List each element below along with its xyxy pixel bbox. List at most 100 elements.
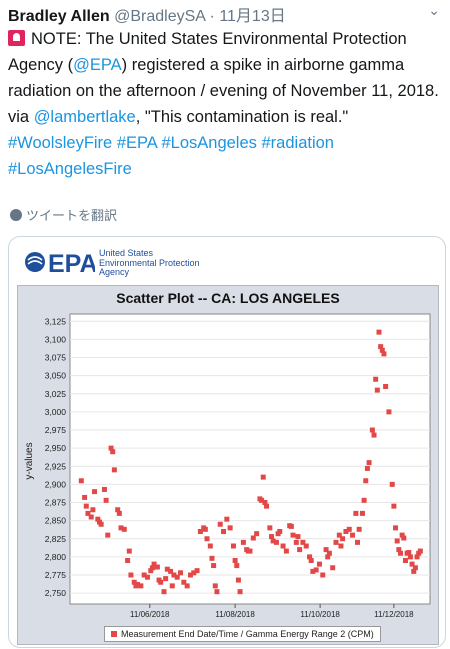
y-tick-label: 2,775 [45, 570, 67, 580]
chart-title: Scatter Plot -- CA: LOS ANGELES [116, 290, 340, 306]
data-point [83, 503, 89, 509]
hashtag[interactable]: #LosAngeles [161, 134, 257, 152]
separator: · [209, 8, 215, 25]
data-point [267, 525, 273, 531]
data-point [110, 449, 116, 455]
data-point [273, 539, 279, 545]
data-point [310, 568, 316, 574]
data-point [209, 555, 215, 561]
data-point [295, 534, 301, 540]
y-tick-label: 2,875 [45, 498, 67, 508]
data-point [262, 500, 268, 505]
data-point [280, 543, 286, 549]
data-point [161, 589, 167, 595]
data-point [131, 579, 137, 585]
y-tick-label: 3,100 [45, 334, 67, 344]
data-point [353, 510, 359, 516]
data-point [204, 536, 210, 542]
tweet-text-part: , "This contamination is real." [135, 108, 349, 126]
y-tick-label: 2,925 [45, 461, 67, 471]
data-point [214, 589, 220, 595]
data-point [359, 510, 365, 516]
data-point [171, 572, 177, 578]
tweet-header: Bradley Allen @BradleySA · 11月13日 [8, 2, 442, 25]
siren-icon [8, 30, 25, 46]
mention-epa[interactable]: @EPA [73, 56, 122, 74]
data-point [158, 579, 164, 585]
data-point [224, 516, 230, 522]
data-point [101, 486, 107, 492]
data-point [115, 507, 121, 513]
hashtag[interactable]: #WoolsleyFire [8, 134, 113, 152]
data-point [116, 510, 122, 516]
media-card[interactable]: EPA United States Environmental Protecti… [8, 236, 446, 648]
data-point [386, 409, 392, 415]
data-point [290, 532, 296, 538]
y-tick-label: 3,075 [45, 353, 67, 363]
author-name[interactable]: Bradley Allen [8, 8, 110, 25]
hashtag[interactable]: #radiation [261, 134, 334, 152]
mention-lambertlake[interactable]: @lambertlake [33, 108, 136, 126]
hashtag[interactable]: #EPA [116, 134, 157, 152]
data-point [103, 497, 109, 503]
y-tick-label: 3,125 [45, 316, 67, 326]
data-point [417, 548, 423, 554]
tweet-text-part: NOTE: The United States Environmental Pr… [8, 30, 407, 74]
logo-text: EPA [48, 250, 95, 277]
data-point [250, 535, 256, 541]
data-point [125, 558, 131, 563]
data-point [316, 561, 322, 567]
data-point [333, 539, 339, 545]
chart-legend: Measurement End Date/Time / Gamma Energy… [104, 626, 381, 642]
epa-logo-icon: EPA [25, 250, 95, 277]
data-point [269, 534, 274, 540]
data-point [350, 532, 356, 538]
data-point [148, 568, 154, 574]
data-point [346, 526, 352, 532]
data-point [90, 507, 96, 513]
data-point [343, 529, 349, 534]
data-point [383, 384, 389, 389]
data-point [378, 344, 384, 350]
logo-subtitle-line: Environmental Protection [99, 257, 200, 268]
data-point [391, 503, 397, 509]
data-point [235, 577, 241, 583]
data-point [121, 526, 127, 532]
data-point [230, 543, 236, 549]
tweet-date[interactable]: 11月13日 [219, 8, 286, 25]
data-point [364, 465, 370, 471]
data-point [88, 514, 94, 520]
data-point [118, 525, 124, 531]
y-tick-label: 2,900 [45, 479, 67, 489]
data-point [217, 521, 223, 527]
data-point [221, 529, 227, 534]
data-point [389, 481, 395, 487]
data-point [330, 565, 336, 571]
y-tick-label: 2,850 [45, 516, 67, 526]
data-point [406, 550, 412, 556]
chevron-down-icon[interactable]: ⌄ [428, 2, 440, 18]
translate-link[interactable]: ツイートを翻訳 [10, 205, 117, 224]
data-point [82, 494, 88, 500]
data-point [144, 574, 150, 580]
data-point [297, 547, 303, 553]
data-point [191, 570, 197, 576]
data-point [300, 539, 306, 545]
data-point [336, 532, 342, 538]
data-point [398, 550, 403, 556]
y-tick-label: 3,025 [45, 389, 67, 399]
author-handle[interactable]: @BradleySA [114, 8, 206, 25]
data-point [187, 572, 193, 578]
data-point [264, 503, 270, 509]
data-point [409, 561, 415, 567]
data-point [207, 543, 213, 549]
data-point [247, 548, 253, 554]
data-point [105, 532, 111, 538]
hashtag[interactable]: #LosAngelesFire [8, 160, 132, 178]
x-tick-label: 11/06/2018 [130, 610, 170, 619]
data-point [396, 547, 402, 553]
data-point [126, 548, 132, 554]
data-point [308, 558, 314, 563]
data-point [232, 558, 238, 563]
data-point [151, 561, 157, 567]
